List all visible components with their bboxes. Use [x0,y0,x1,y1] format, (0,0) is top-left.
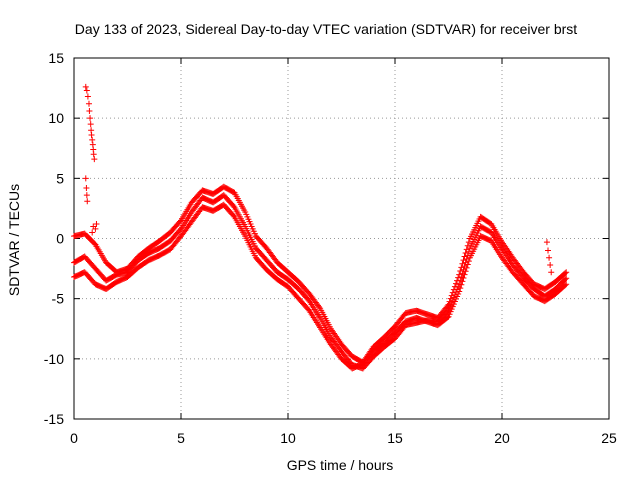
data-point [91,156,98,163]
data-point [83,87,90,94]
data-point [230,212,237,219]
data-point [548,269,555,276]
data-point [87,115,94,122]
data-point [461,271,468,278]
data-point [90,151,97,158]
data-point [447,308,454,315]
data-point [543,239,550,246]
data-point [92,225,99,232]
data-point [316,303,323,310]
x-tick-label: 25 [601,430,617,446]
data-point [459,278,466,285]
data-point [546,254,553,261]
data-point [84,198,91,205]
x-tick-label: 20 [494,430,510,446]
chart-title: Day 133 of 2023, Sidereal Day-to-day VTE… [75,21,577,37]
data-point [230,203,237,210]
x-axis-label: GPS time / hours [287,457,394,473]
data-point [444,314,451,321]
x-tick-label: 10 [280,430,296,446]
data-point [465,258,472,265]
x-tick-label: 5 [177,430,185,446]
data-point [454,293,461,300]
data-point [93,221,100,228]
data-point [82,83,89,90]
data-point [452,280,459,287]
data-point [456,288,463,295]
x-tick-label: 15 [387,430,403,446]
data-point [89,136,96,143]
data-point [448,306,455,313]
y-tick-label: -5 [52,291,65,307]
data-point [87,121,94,128]
data-point [455,274,462,281]
data-point [458,281,465,288]
data-point [451,298,458,305]
y-tick-label: 5 [56,170,64,186]
data-point [83,192,90,199]
grid [74,58,609,419]
data-point [446,311,453,318]
data-point [89,229,96,236]
data-point [452,296,459,303]
data-point [464,261,471,268]
data-point [88,132,95,139]
data-point [562,270,569,277]
y-tick-label: -15 [44,411,64,427]
data-point [462,268,469,275]
data-point [563,275,570,282]
data-marks [71,83,570,372]
data-point [463,264,470,271]
y-tick-label: 10 [48,110,64,126]
data-point [545,247,552,254]
tick-labels: 0 5 10 15 20 25 -15 -10 -5 0 5 10 15 [44,50,617,446]
data-point [176,218,183,225]
data-point [445,313,452,320]
data-point [460,274,467,281]
data-point [455,290,462,297]
data-point [82,175,89,182]
data-point [449,303,456,310]
data-point [84,93,91,100]
axis-ticks [73,57,610,420]
data-point [86,107,93,114]
data-point [85,100,92,107]
y-tick-label: -10 [44,351,64,367]
x-tick-label: 0 [70,430,78,446]
data-point [457,285,464,292]
data-point [563,281,570,288]
data-point [450,301,457,308]
data-point [562,282,569,289]
data-point [83,184,90,191]
data-point [563,269,570,276]
data-point [562,276,569,283]
y-axis-label: SDTVAR / TECUs [6,184,22,296]
y-tick-label: 15 [48,50,64,66]
data-point [547,261,554,268]
y-tick-label: 0 [56,231,64,247]
